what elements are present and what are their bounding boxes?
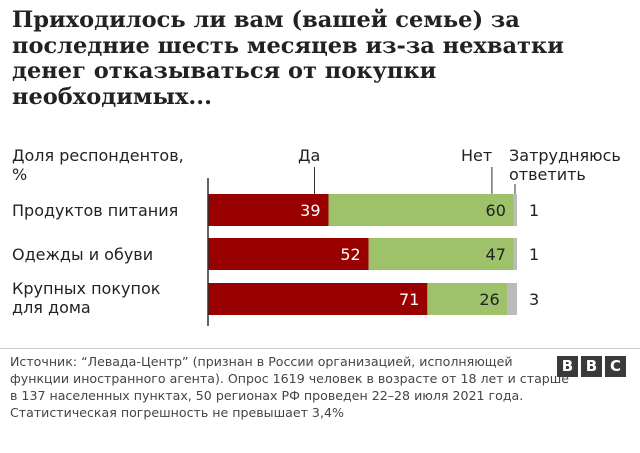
legend-yes: Да — [298, 146, 321, 165]
category-label-clothes: Одежды и обуви — [12, 245, 154, 264]
bar-segment-no — [368, 238, 514, 270]
data-label-unsure: 1 — [529, 245, 539, 264]
bar-segment-unsure — [513, 238, 517, 270]
data-label-no: 26 — [479, 290, 499, 309]
legend-no: Нет — [461, 146, 493, 165]
bar-segment-yes — [208, 283, 428, 315]
bbc-logo-letter: C — [605, 356, 626, 377]
category-label-household: Крупных покупок для дома — [12, 279, 161, 317]
data-label-no: 47 — [486, 245, 506, 264]
data-label-unsure: 3 — [529, 290, 539, 309]
bar-segment-no — [328, 194, 514, 226]
y-axis-label: Доля респондентов, % — [12, 146, 184, 184]
category-label-food: Продуктов питания — [12, 201, 179, 220]
data-label-yes: 39 — [300, 201, 320, 220]
data-label-unsure: 1 — [529, 201, 539, 220]
bbc-logo-letter: B — [557, 356, 578, 377]
footer-divider — [0, 348, 640, 349]
data-label-yes: 71 — [399, 290, 419, 309]
data-label-no: 60 — [486, 201, 506, 220]
bbc-logo-letter: B — [581, 356, 602, 377]
legend-unsure: Затрудняюсь ответить — [509, 146, 621, 184]
bar-segment-unsure — [513, 194, 517, 226]
bar-segment-yes — [208, 238, 369, 270]
chart-title: Приходилось ли вам (вашей семье) за посл… — [12, 7, 564, 110]
source-note: Источник: “Левада-Центр” (признан в Росс… — [10, 354, 570, 420]
data-label-yes: 52 — [340, 245, 360, 264]
bar-segment-unsure — [507, 283, 517, 315]
bar-segment-yes — [208, 194, 329, 226]
bar-segment-no — [427, 283, 508, 315]
bbc-logo: B B C — [557, 356, 626, 377]
